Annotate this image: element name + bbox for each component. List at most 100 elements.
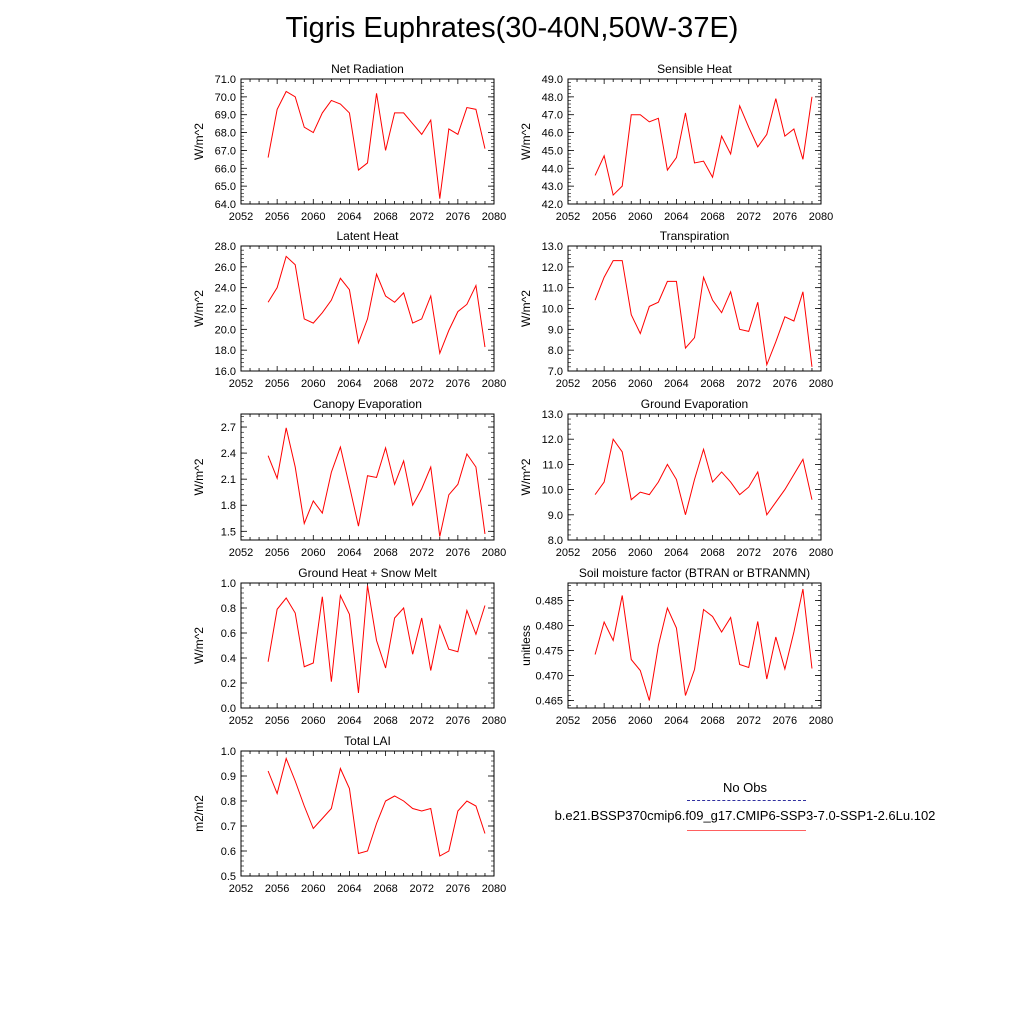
y-axis-label: W/m^2 <box>519 458 533 495</box>
x-tick-label: 2080 <box>482 715 506 727</box>
y-tick-label: 9.0 <box>548 324 563 336</box>
y-axis-label: W/m^2 <box>192 290 206 327</box>
x-tick-label: 2072 <box>409 378 433 390</box>
x-tick-label: 2056 <box>592 715 616 727</box>
x-tick-label: 2072 <box>736 378 760 390</box>
x-tick-label: 2076 <box>773 715 797 727</box>
panel-1: Sensible Heat W/m^2 2052 2056 2060 2064 2068 20… <box>519 62 833 223</box>
y-axis-label: W/m^2 <box>192 123 206 160</box>
x-tick-label: 2072 <box>736 715 760 727</box>
x-tick-label: 2064 <box>664 211 688 223</box>
x-tick-label: 2072 <box>409 547 433 559</box>
y-tick-label: 12.0 <box>542 262 563 274</box>
x-tick-label: 2072 <box>409 883 433 895</box>
y-tick-label: 0.5 <box>221 871 236 883</box>
y-tick-label: 0.475 <box>535 646 563 658</box>
series-line <box>594 260 813 367</box>
y-tick-label: 43.0 <box>542 181 563 193</box>
series-line <box>267 255 486 356</box>
x-tick-label: 2056 <box>265 547 289 559</box>
series-line <box>267 756 486 857</box>
y-tick-label: 0.7 <box>221 821 236 833</box>
y-axis-label: W/m^2 <box>192 458 206 495</box>
y-tick-label: 13.0 <box>542 409 563 421</box>
plot-frame <box>240 245 495 372</box>
y-tick-label: 0.8 <box>221 603 236 615</box>
x-tick-label: 2060 <box>628 378 652 390</box>
x-tick-label: 2052 <box>229 883 253 895</box>
y-axis-label: W/m^2 <box>519 290 533 327</box>
y-tick-label: 0.4 <box>221 653 236 665</box>
panel-title: Soil moisture factor (BTRAN or BTRANMN) <box>579 566 810 580</box>
x-tick-label: 2064 <box>664 715 688 727</box>
x-tick-label: 2052 <box>556 547 580 559</box>
x-tick-label: 2080 <box>809 715 833 727</box>
x-tick-label: 2068 <box>373 211 397 223</box>
x-tick-label: 2052 <box>229 715 253 727</box>
x-tick-label: 2060 <box>301 211 325 223</box>
x-tick-label: 2052 <box>556 211 580 223</box>
x-tick-label: 2052 <box>556 378 580 390</box>
x-tick-label: 2052 <box>556 715 580 727</box>
y-tick-label: 0.9 <box>221 771 236 783</box>
x-tick-label: 2052 <box>229 547 253 559</box>
x-tick-label: 2064 <box>337 715 361 727</box>
y-tick-label: 0.0 <box>221 703 236 715</box>
panel-title: Latent Heat <box>336 229 399 243</box>
y-axis-label: m2/m2 <box>192 795 206 832</box>
x-tick-label: 2060 <box>628 547 652 559</box>
plot-frame <box>567 78 822 205</box>
legend-obs-line <box>687 800 806 801</box>
y-tick-label: 24.0 <box>215 283 236 295</box>
y-tick-label: 0.480 <box>535 621 563 633</box>
x-tick-label: 2068 <box>700 211 724 223</box>
x-tick-label: 2064 <box>337 547 361 559</box>
panel-8: Total LAI m2/m2 2052 2056 2060 2064 2068 2072 20… <box>192 734 506 895</box>
series-line <box>594 588 813 701</box>
y-tick-label: 0.470 <box>535 671 563 683</box>
y-tick-label: 68.0 <box>215 128 236 140</box>
panel-title: Canopy Evaporation <box>313 397 422 411</box>
plot-frame <box>240 582 495 709</box>
plot-frame <box>240 750 495 877</box>
x-tick-label: 2056 <box>265 715 289 727</box>
y-tick-label: 0.2 <box>221 678 236 690</box>
x-tick-label: 2056 <box>265 211 289 223</box>
x-tick-label: 2064 <box>337 883 361 895</box>
x-tick-label: 2076 <box>773 547 797 559</box>
series-line <box>594 96 813 197</box>
x-tick-label: 2060 <box>628 211 652 223</box>
panel-title: Sensible Heat <box>657 62 732 76</box>
x-tick-label: 2056 <box>592 378 616 390</box>
x-tick-label: 2056 <box>592 211 616 223</box>
y-tick-label: 20.0 <box>215 324 236 336</box>
y-tick-label: 47.0 <box>542 110 563 122</box>
x-tick-label: 2060 <box>628 715 652 727</box>
x-tick-label: 2064 <box>337 211 361 223</box>
y-tick-label: 49.0 <box>542 74 563 86</box>
panel-title: Transpiration <box>660 229 730 243</box>
x-tick-label: 2080 <box>482 547 506 559</box>
y-tick-label: 0.6 <box>221 628 236 640</box>
y-tick-label: 1.5 <box>221 526 236 538</box>
x-tick-label: 2080 <box>482 378 506 390</box>
panel-0: Net Radiation W/m^2 2052 2056 2060 2064 2068 20… <box>192 62 506 223</box>
x-tick-label: 2056 <box>265 883 289 895</box>
y-tick-label: 44.0 <box>542 163 563 175</box>
x-tick-label: 2076 <box>773 378 797 390</box>
series-line <box>267 90 486 199</box>
y-tick-label: 1.0 <box>221 746 236 758</box>
x-tick-label: 2076 <box>446 547 470 559</box>
x-tick-label: 2068 <box>373 547 397 559</box>
x-tick-label: 2080 <box>809 378 833 390</box>
legend-case-line <box>687 830 806 831</box>
x-tick-label: 2072 <box>736 211 760 223</box>
x-tick-label: 2080 <box>809 547 833 559</box>
y-tick-label: 67.0 <box>215 145 236 157</box>
y-tick-label: 22.0 <box>215 304 236 316</box>
y-tick-label: 26.0 <box>215 262 236 274</box>
plot-frame <box>567 413 822 541</box>
x-tick-label: 2076 <box>773 211 797 223</box>
series-line <box>267 585 486 694</box>
